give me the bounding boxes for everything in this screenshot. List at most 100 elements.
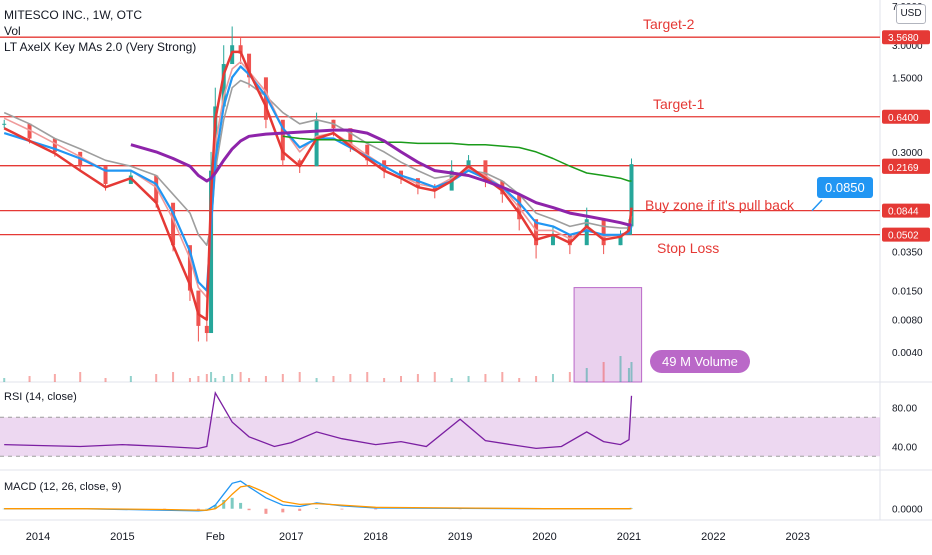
volume-bar — [281, 374, 284, 382]
ma-pink-line — [3, 61, 633, 298]
price-axis-tick: 0.0080 — [892, 316, 923, 327]
macd-histogram-bar — [222, 500, 226, 509]
price-tag-label: 0.0502 — [888, 231, 919, 242]
candle-body — [221, 64, 226, 107]
price-axis-tick: 0.0150 — [892, 287, 923, 298]
price-callout: 0.0850 — [817, 177, 873, 198]
macd-histogram-bar — [196, 508, 200, 510]
target-1-annotation: Target-1 — [653, 96, 705, 112]
volume-bar — [627, 368, 630, 382]
volume-bar — [400, 376, 403, 382]
time-axis-tick: 2020 — [532, 531, 556, 543]
volume-bar — [551, 374, 554, 382]
candle-body — [247, 53, 252, 78]
volume-bar — [298, 372, 301, 382]
rsi-line — [4, 390, 633, 450]
price-tag — [882, 227, 930, 242]
volume-bar — [585, 368, 588, 382]
volume-bar — [3, 378, 6, 382]
volume-bar — [239, 372, 242, 382]
time-axis-tick: 2018 — [363, 531, 387, 543]
price-axis-tick: 0.3000 — [892, 148, 923, 159]
candle-body — [348, 128, 353, 145]
volume-bar — [248, 378, 251, 382]
candle-body — [187, 245, 192, 291]
ma-purple-line — [130, 128, 632, 227]
candle-body — [171, 202, 176, 246]
candle-body — [297, 160, 302, 167]
stop-loss-annotation: Stop Loss — [657, 240, 720, 256]
macd-label: MACD (12, 26, close, 9) — [4, 481, 122, 493]
volume-bar — [518, 378, 521, 382]
rsi-axis-tick: 40.00 — [892, 443, 917, 454]
candle-body — [432, 187, 437, 191]
candle-body — [550, 234, 555, 246]
volume-bar — [349, 374, 352, 382]
candle-body — [314, 119, 319, 167]
price-axis-tick: 3.0000 — [892, 41, 923, 52]
candle-body — [534, 219, 539, 246]
volume-bar — [104, 378, 107, 382]
macd-histogram-bar — [264, 508, 268, 514]
volume-bar — [450, 378, 453, 382]
volume-bar — [383, 378, 386, 382]
price-tag-label: 0.6400 — [888, 113, 919, 124]
volume-bar — [205, 374, 208, 382]
macd-signal-line — [4, 484, 632, 511]
time-axis-tick: 2021 — [617, 531, 641, 543]
volume-bar — [28, 376, 31, 382]
price-tag-label: 0.2169 — [888, 163, 919, 174]
currency-button[interactable]: USD — [896, 4, 926, 24]
volume-bar — [210, 372, 213, 382]
candle-body — [52, 138, 57, 152]
ma-red-line — [3, 50, 633, 321]
time-axis-tick: 2015 — [110, 531, 134, 543]
macd-histogram-bar — [315, 508, 319, 509]
candle-body — [483, 160, 488, 181]
candle-body — [209, 170, 214, 334]
price-axis-tick: 1.5000 — [892, 73, 923, 84]
candle-body — [154, 175, 159, 203]
candle-body — [2, 123, 7, 125]
volume-bar — [53, 374, 56, 382]
volume-bar — [619, 356, 622, 382]
price-tag-label: 3.5680 — [888, 33, 919, 44]
candle-body — [103, 166, 108, 184]
ma-green-line — [282, 135, 632, 182]
price-tag — [882, 30, 930, 45]
callout-pointer — [811, 199, 823, 212]
candle-body — [263, 77, 268, 120]
macd-histogram-bar — [213, 505, 217, 509]
volume-bar — [433, 372, 436, 382]
volume-bar — [231, 374, 234, 382]
volume-bar — [129, 376, 132, 382]
time-axis-tick: 2017 — [279, 531, 303, 543]
volume-bar — [172, 372, 175, 382]
rsi-label: RSI (14, close) — [4, 391, 77, 403]
candle-body — [280, 119, 285, 161]
price-axis-tick: 0.0350 — [892, 247, 923, 258]
candle-body — [584, 219, 589, 246]
macd-axis-tick: 0.0000 — [892, 505, 923, 516]
volume-bar — [315, 378, 318, 382]
symbol-title: MITESCO INC., 1W, OTC — [4, 8, 143, 22]
macd-histogram-bar — [374, 508, 378, 510]
candle-body — [204, 325, 209, 334]
candle-body — [27, 123, 32, 139]
macd-histogram-bar — [205, 508, 209, 510]
volume-bar — [602, 362, 605, 382]
macd-histogram-bar — [340, 508, 344, 510]
volume-bar — [155, 374, 158, 382]
rsi-band — [0, 417, 880, 457]
volume-bar — [568, 372, 571, 382]
volume-bar — [332, 376, 335, 382]
candle-body — [601, 219, 606, 246]
volume-bar — [467, 376, 470, 382]
volume-bar — [501, 372, 504, 382]
volume-bar — [197, 376, 200, 382]
volume-bar — [630, 362, 633, 382]
price-axis-tick: 0.0040 — [892, 348, 923, 359]
